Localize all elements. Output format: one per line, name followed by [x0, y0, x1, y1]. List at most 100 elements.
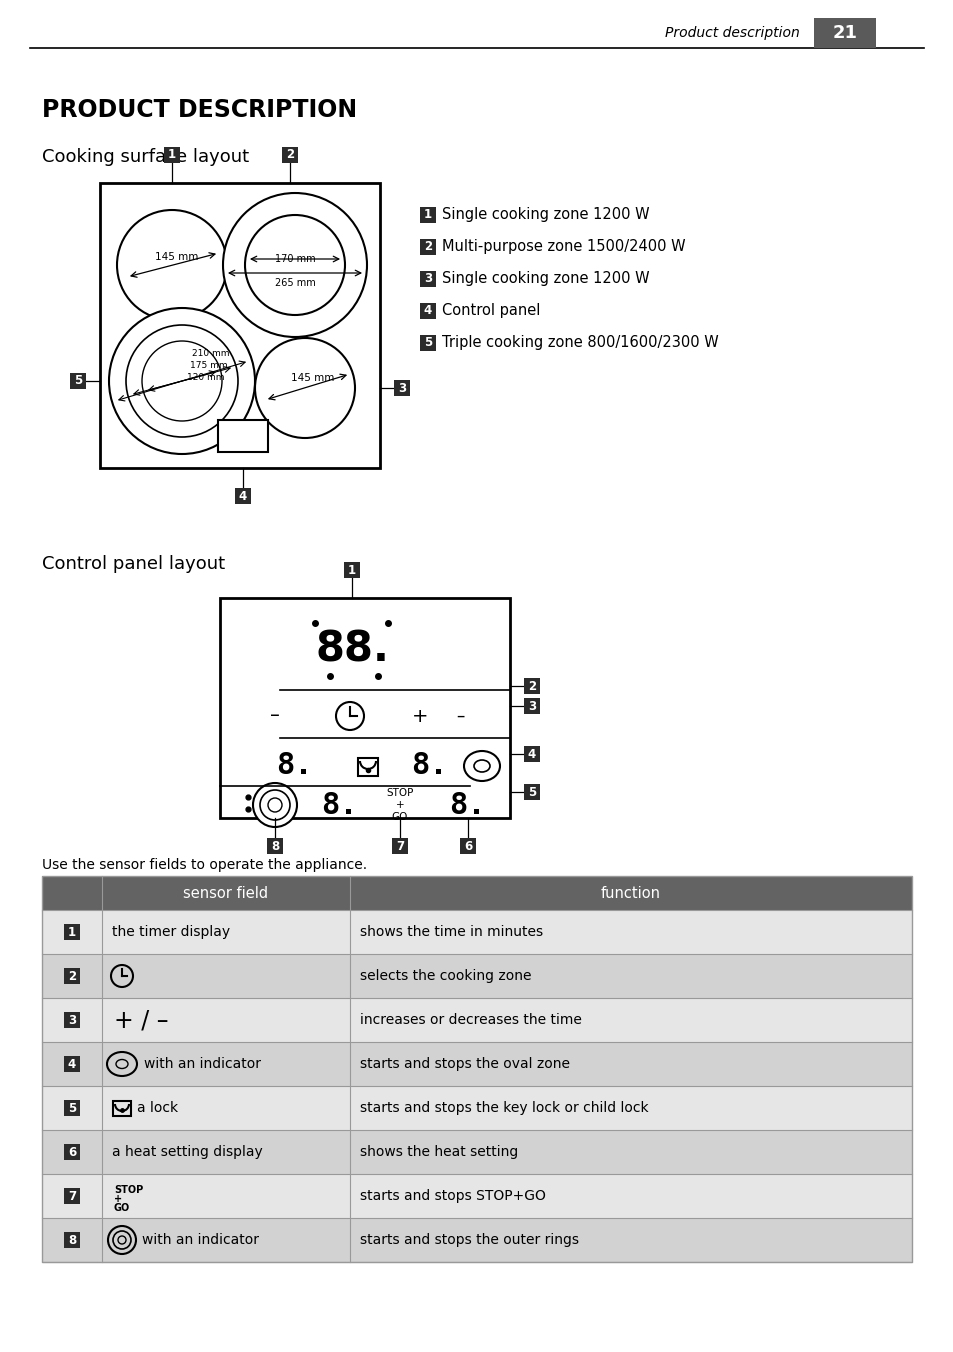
- Bar: [42, 1130, 102, 1174]
- Circle shape: [260, 790, 290, 821]
- Bar: [102, 998, 350, 1042]
- Bar: [523, 784, 539, 800]
- Bar: [459, 838, 476, 854]
- Bar: [102, 1042, 350, 1086]
- Text: 8.: 8.: [449, 791, 486, 819]
- Bar: [350, 1218, 911, 1261]
- Text: 1: 1: [423, 208, 432, 222]
- Text: a lock: a lock: [137, 1101, 178, 1115]
- Text: 7: 7: [395, 840, 404, 853]
- Bar: [350, 1174, 911, 1218]
- Bar: [394, 380, 410, 396]
- Bar: [218, 420, 268, 452]
- Bar: [64, 1013, 80, 1028]
- Bar: [419, 239, 436, 256]
- Bar: [112, 1101, 131, 1115]
- Bar: [523, 698, 539, 714]
- Bar: [42, 998, 102, 1042]
- Text: 120 mm: 120 mm: [187, 373, 224, 381]
- Bar: [42, 1218, 102, 1261]
- Text: 6: 6: [463, 840, 472, 853]
- Text: shows the heat setting: shows the heat setting: [359, 1145, 517, 1159]
- Text: 145 mm: 145 mm: [291, 373, 335, 383]
- Bar: [64, 968, 80, 984]
- Bar: [64, 1188, 80, 1205]
- Text: 3: 3: [527, 699, 536, 713]
- Text: 4: 4: [68, 1057, 76, 1071]
- Text: 2: 2: [286, 149, 294, 161]
- Text: 2: 2: [423, 241, 432, 254]
- Text: Product description: Product description: [664, 26, 800, 41]
- Text: 170 mm: 170 mm: [274, 254, 315, 264]
- Bar: [64, 1144, 80, 1160]
- Text: starts and stops the key lock or child lock: starts and stops the key lock or child l…: [359, 1101, 648, 1115]
- Text: starts and stops the oval zone: starts and stops the oval zone: [359, 1057, 569, 1071]
- Bar: [267, 838, 283, 854]
- Text: 3: 3: [68, 1014, 76, 1026]
- Text: +: +: [113, 1194, 122, 1205]
- Text: –: –: [270, 707, 279, 726]
- Bar: [42, 876, 102, 910]
- Bar: [419, 270, 436, 287]
- Bar: [64, 1232, 80, 1248]
- Text: STOP
+
GO: STOP + GO: [386, 788, 414, 822]
- Text: increases or decreases the time: increases or decreases the time: [359, 1013, 581, 1028]
- Bar: [350, 998, 911, 1042]
- Bar: [102, 1130, 350, 1174]
- Text: with an indicator: with an indicator: [142, 1233, 258, 1247]
- Text: Multi-purpose zone 1500/2400 W: Multi-purpose zone 1500/2400 W: [441, 239, 685, 254]
- Bar: [42, 955, 102, 998]
- Circle shape: [223, 193, 367, 337]
- Bar: [42, 876, 911, 1261]
- Text: 88.: 88.: [314, 629, 389, 671]
- Bar: [392, 838, 408, 854]
- Text: 8: 8: [271, 840, 279, 853]
- Bar: [64, 1101, 80, 1115]
- Bar: [100, 183, 379, 468]
- Text: 8.: 8.: [321, 791, 358, 819]
- Text: 4: 4: [423, 304, 432, 318]
- Text: Use the sensor fields to operate the appliance.: Use the sensor fields to operate the app…: [42, 859, 367, 872]
- Text: STOP: STOP: [113, 1184, 143, 1195]
- Text: 3: 3: [397, 381, 406, 395]
- Text: 175 mm: 175 mm: [190, 361, 228, 369]
- Text: + / –: + / –: [113, 1009, 169, 1032]
- Bar: [220, 598, 510, 818]
- Circle shape: [268, 798, 282, 813]
- Bar: [523, 677, 539, 694]
- Bar: [282, 147, 297, 164]
- Text: starts and stops STOP+GO: starts and stops STOP+GO: [359, 1188, 545, 1203]
- Circle shape: [142, 341, 222, 420]
- Circle shape: [254, 338, 355, 438]
- Text: 1: 1: [68, 926, 76, 938]
- Text: Single cooking zone 1200 W: Single cooking zone 1200 W: [441, 207, 649, 223]
- Bar: [42, 1042, 102, 1086]
- Bar: [102, 1174, 350, 1218]
- Text: PRODUCT DESCRIPTION: PRODUCT DESCRIPTION: [42, 97, 356, 122]
- Bar: [419, 207, 436, 223]
- Text: selects the cooking zone: selects the cooking zone: [359, 969, 531, 983]
- Bar: [350, 910, 911, 955]
- Text: sensor field: sensor field: [183, 886, 269, 900]
- Text: 265 mm: 265 mm: [274, 279, 315, 288]
- Text: shows the time in minutes: shows the time in minutes: [359, 925, 542, 940]
- Bar: [350, 1130, 911, 1174]
- Bar: [344, 562, 359, 579]
- Text: 21: 21: [832, 24, 857, 42]
- Circle shape: [245, 215, 345, 315]
- Text: 2: 2: [527, 680, 536, 692]
- Text: Control panel layout: Control panel layout: [42, 556, 225, 573]
- Text: 5: 5: [68, 1102, 76, 1114]
- Bar: [42, 1174, 102, 1218]
- Bar: [350, 955, 911, 998]
- Bar: [102, 1218, 350, 1261]
- Bar: [164, 147, 180, 164]
- Text: 5: 5: [423, 337, 432, 350]
- Bar: [357, 758, 377, 776]
- Text: function: function: [600, 886, 660, 900]
- Bar: [350, 876, 911, 910]
- Text: 5: 5: [73, 375, 82, 388]
- Circle shape: [253, 783, 296, 827]
- Circle shape: [335, 702, 364, 730]
- Bar: [350, 1042, 911, 1086]
